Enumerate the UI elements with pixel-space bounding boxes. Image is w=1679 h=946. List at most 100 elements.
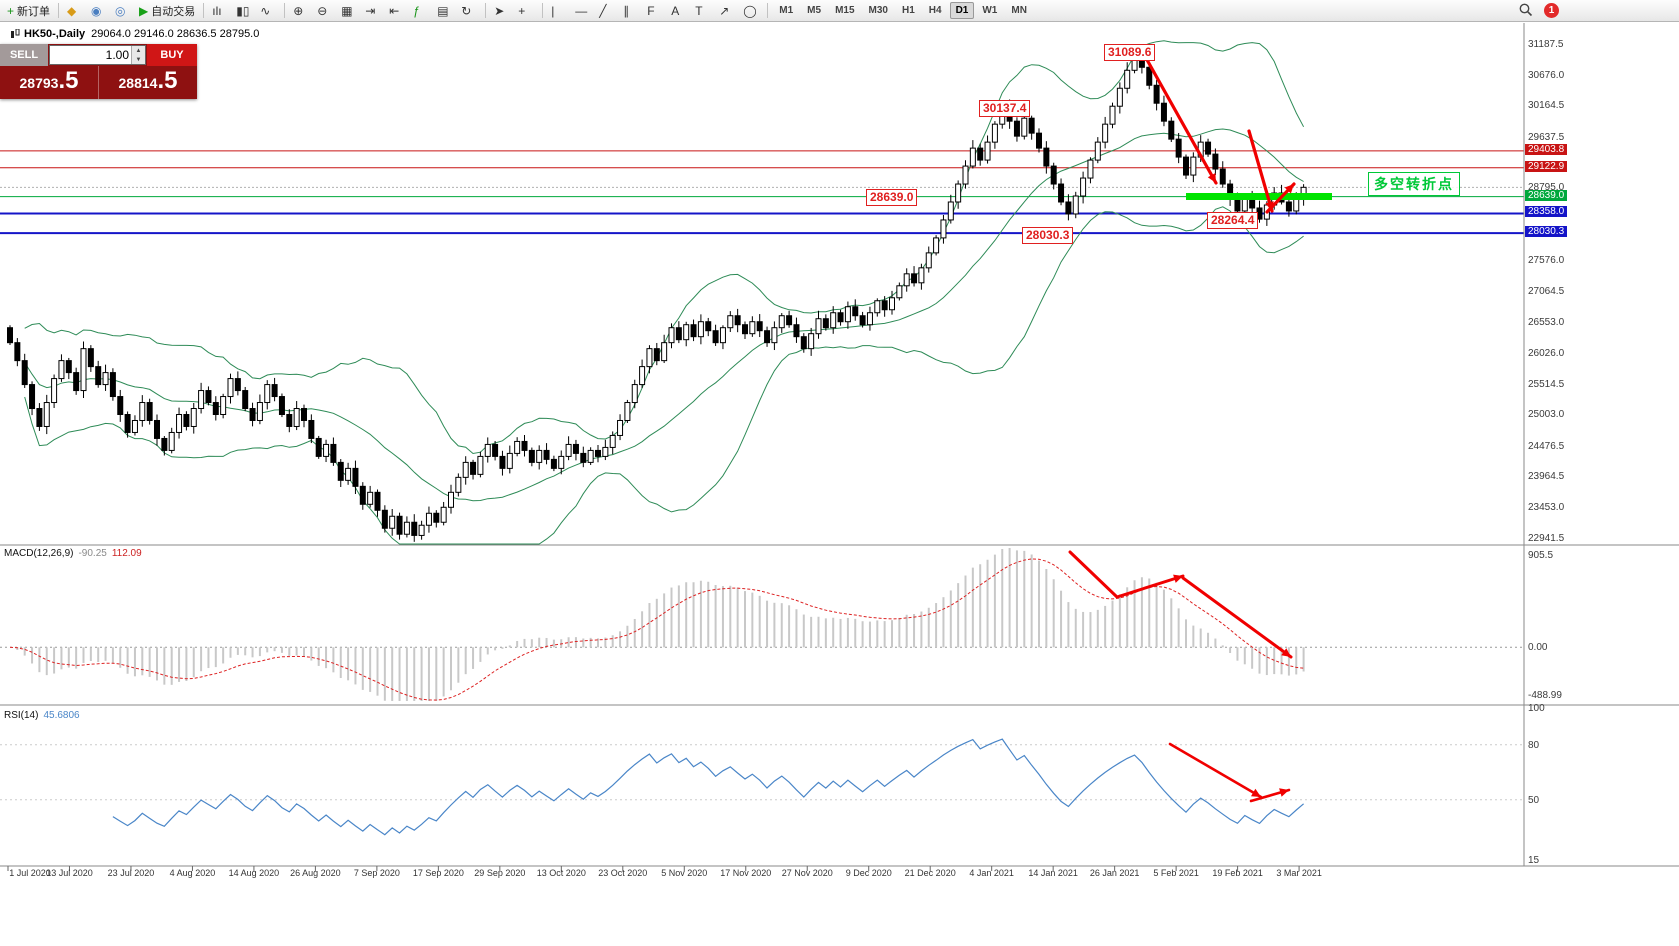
candle-body — [205, 390, 212, 404]
volume-up-button[interactable]: ▲ — [135, 47, 142, 54]
date-axis[interactable]: 1 Jul 2020 13 Jul 2020 23 Jul 2020 4 Aug 20… — [0, 868, 1524, 882]
candlestick-chart-button[interactable]: ▮▯ — [232, 1, 256, 21]
new-order-button[interactable]: + 新订单 — [3, 1, 54, 21]
timeframe-m5[interactable]: M5 — [807, 5, 822, 16]
timeframe-w1[interactable]: W1 — [982, 5, 998, 16]
algo-trading-button: ▶ — [139, 3, 149, 18]
candle-body — [1183, 156, 1189, 176]
date-axis-label: 23 Jul 2020 — [107, 868, 155, 878]
notification-badge[interactable]: 1 — [1544, 2, 1559, 18]
macd-annotation-arrow — [1181, 576, 1293, 659]
vertical-line-button[interactable]: | — [547, 1, 571, 21]
price-axis[interactable]: 31187.5 30676.0 30164.5 29637.5 28795.0 27576… — [1524, 0, 1679, 946]
candle-body — [947, 201, 954, 221]
candle-body — [793, 324, 800, 338]
crosshair-button[interactable]: + — [514, 1, 538, 21]
buy-price[interactable]: 28814.5 — [99, 66, 197, 99]
fibonacci-button[interactable]: F — [643, 1, 667, 21]
bar-chart-button[interactable]: ılı — [208, 1, 232, 21]
sell-price[interactable]: 28793.5 — [0, 66, 99, 99]
refresh-button[interactable]: ↻ — [457, 1, 481, 21]
candle-body — [558, 455, 565, 469]
candle-body — [367, 491, 374, 505]
ohlc-values: 29064.0 29146.0 28636.5 28795.0 — [91, 28, 260, 40]
candle-body — [734, 315, 741, 326]
zoom-in-icon: ⊕ — [293, 3, 304, 18]
toolbar-right: 1 — [1518, 2, 1559, 18]
toolbar-groups: + 新订单 ◆ ◉ ◎ ▶ 自动交易 ılı ▮▯ ∿ ⊕ ⊖ ▦ ⇥ ⇤ ƒ ▤ ↻ ➤ + | — ╱ ∥ F A T ↗ ◯ M1 M… — [3, 1, 1034, 21]
candle-body — [866, 312, 873, 326]
candle-body — [87, 348, 94, 368]
tile-windows-button[interactable]: ▦ — [337, 1, 361, 21]
candle-body — [73, 372, 80, 392]
candle-body — [719, 327, 726, 344]
volume-input[interactable] — [50, 46, 131, 64]
channel-icon: ∥ — [623, 3, 630, 18]
candle-body — [1109, 105, 1116, 125]
chart-shift-button[interactable]: ⇤ — [385, 1, 409, 21]
candle-body — [65, 360, 72, 374]
candle-body — [565, 443, 572, 457]
indicators-button[interactable]: ƒ — [409, 1, 433, 21]
timeframe-mn[interactable]: MN — [1011, 5, 1027, 16]
community-button[interactable]: ◎ — [111, 1, 135, 21]
candle-body — [256, 402, 263, 421]
objects-button[interactable]: ▤ — [433, 1, 457, 21]
candle-body — [264, 384, 271, 404]
macd-axis-label: 905.5 — [1528, 550, 1554, 561]
candle-body — [411, 521, 418, 536]
profile-button[interactable]: ◉ — [87, 1, 111, 21]
candle-body — [433, 512, 440, 523]
date-axis-label: 14 Aug 2020 — [228, 868, 280, 878]
timeframe-h1[interactable]: H1 — [901, 5, 915, 16]
line-chart-button[interactable]: ∿ — [256, 1, 280, 21]
candle-body — [675, 327, 682, 341]
candle-body — [881, 300, 888, 311]
candle-body — [448, 491, 454, 508]
timeframe-h4[interactable]: H4 — [928, 5, 942, 16]
macd-signal-value: 112.09 — [111, 548, 142, 559]
candle-body — [984, 141, 991, 161]
volume-down-button[interactable]: ▼ — [135, 56, 142, 63]
toolbar-separator — [284, 3, 286, 18]
market-watch-button[interactable]: ◆ — [63, 1, 87, 21]
sell-button[interactable]: SELL — [0, 44, 48, 66]
buy-price-big-digit: .5 — [157, 67, 178, 94]
new-order-button: + — [7, 3, 15, 18]
auto-scroll-button[interactable]: ⇥ — [361, 1, 385, 21]
bollinger-upper-band — [24, 40, 1305, 455]
trendline-button[interactable]: ╱ — [595, 1, 619, 21]
timeframe-d1[interactable]: D1 — [949, 2, 975, 19]
candle-body — [977, 147, 984, 161]
timeframe-m1[interactable]: M1 — [779, 5, 794, 16]
toolbar: + 新订单 ◆ ◉ ◎ ▶ 自动交易 ılı ▮▯ ∿ ⊕ ⊖ ▦ ⇥ ⇤ ƒ ▤ ↻ ➤ + | — ╱ ∥ F A T ↗ ◯ M1 M… — [0, 0, 1679, 22]
candle-body — [403, 521, 410, 535]
horizontal-line-button[interactable]: — — [571, 1, 595, 21]
chart-icon — [11, 29, 20, 38]
candle-body — [764, 330, 771, 344]
volume-field: ▲ ▼ — [49, 45, 146, 65]
text-button[interactable]: A — [667, 1, 691, 21]
zoom-in-button[interactable]: ⊕ — [289, 1, 313, 21]
timeframe-m30[interactable]: M30 — [868, 5, 888, 16]
candle-body — [1205, 141, 1212, 155]
candle-body — [668, 327, 675, 344]
candle-body — [95, 366, 102, 386]
price-axis-label: 25514.5 — [1528, 378, 1565, 390]
zoom-out-button[interactable]: ⊖ — [313, 1, 337, 21]
timeframe-m15[interactable]: M15 — [835, 5, 855, 16]
arrow-tool-button[interactable]: ↗ — [715, 1, 739, 21]
buy-button[interactable]: BUY — [147, 44, 197, 66]
label-button[interactable]: T — [691, 1, 715, 21]
toolbar-separator — [485, 3, 487, 18]
channel-button[interactable]: ∥ — [619, 1, 643, 21]
search-icon[interactable] — [1518, 2, 1534, 18]
algo-trading-button[interactable]: ▶ 自动交易 — [135, 1, 199, 21]
macd-name: MACD(12,26,9) — [4, 548, 74, 559]
candle-body — [1021, 117, 1028, 137]
candle-body — [918, 267, 925, 284]
shapes-button[interactable]: ◯ — [739, 1, 763, 21]
cursor-button[interactable]: ➤ — [490, 1, 514, 21]
price-axis-label: 28795.0 — [1528, 182, 1565, 194]
